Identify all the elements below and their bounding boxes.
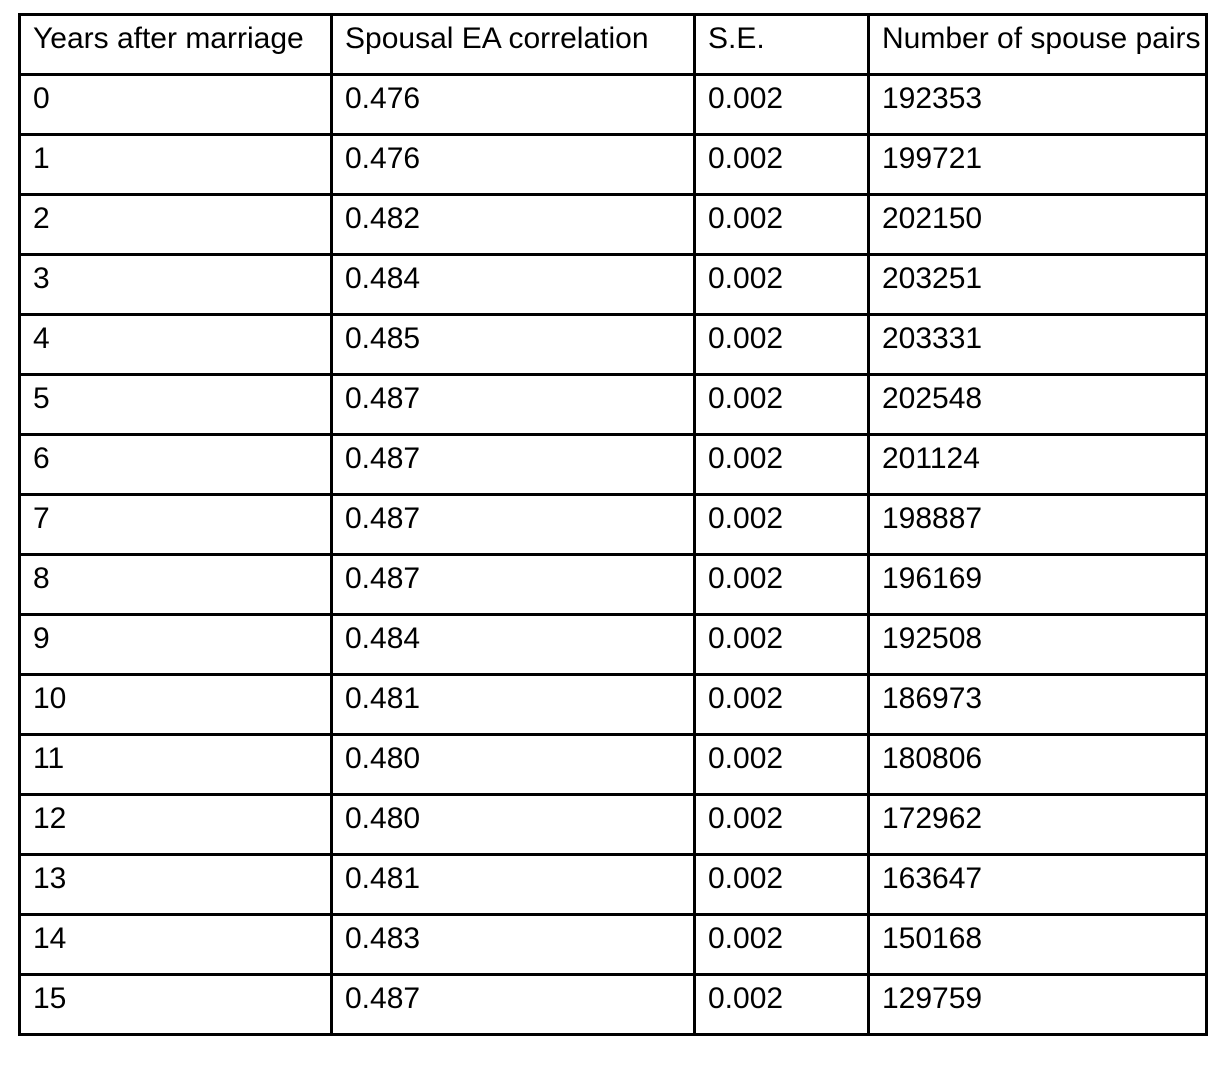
table-cell: 0.481 (330, 853, 696, 916)
table-cell: 10 (18, 673, 333, 736)
table-cell: 0.480 (330, 733, 696, 796)
table-cell: 0.002 (693, 433, 870, 496)
table-cell: 180806 (867, 733, 1208, 796)
table-cell: 9 (18, 613, 333, 676)
table-cell: 163647 (867, 853, 1208, 916)
table-cell: 198887 (867, 493, 1208, 556)
table-cell: 201124 (867, 433, 1208, 496)
table-row: 12 0.480 0.002 172962 (18, 793, 1208, 856)
table-cell: 11 (18, 733, 333, 796)
table-cell: 0.002 (693, 553, 870, 616)
table-cell: 0.481 (330, 673, 696, 736)
table-row: 11 0.480 0.002 180806 (18, 733, 1208, 796)
table-cell: 202150 (867, 193, 1208, 256)
table-row: 7 0.487 0.002 198887 (18, 493, 1208, 556)
table-cell: 7 (18, 493, 333, 556)
table-row: 10 0.481 0.002 186973 (18, 673, 1208, 736)
table-cell: 0.485 (330, 313, 696, 376)
table-cell: 0.002 (693, 493, 870, 556)
table-row: 14 0.483 0.002 150168 (18, 913, 1208, 976)
table-cell: 8 (18, 553, 333, 616)
table-cell: 0.002 (693, 133, 870, 196)
table-row: 3 0.484 0.002 203251 (18, 253, 1208, 316)
table-cell: 4 (18, 313, 333, 376)
table-cell: 0.002 (693, 793, 870, 856)
table-cell: 129759 (867, 973, 1208, 1036)
spousal-ea-correlation-table: Years after marriage Spousal EA correlat… (18, 13, 1208, 1036)
header-row: Years after marriage Spousal EA correlat… (18, 13, 1208, 76)
table-row: 6 0.487 0.002 201124 (18, 433, 1208, 496)
table-cell: 14 (18, 913, 333, 976)
table-cell: 0.487 (330, 493, 696, 556)
table-cell: 12 (18, 793, 333, 856)
table-row: 9 0.484 0.002 192508 (18, 613, 1208, 676)
table-body: 0 0.476 0.002 192353 1 0.476 0.002 199721 2 0.482… (18, 73, 1208, 1036)
table-cell: 0.480 (330, 793, 696, 856)
table-row: 2 0.482 0.002 202150 (18, 193, 1208, 256)
table-row: 0 0.476 0.002 192353 (18, 73, 1208, 136)
table-cell: 203331 (867, 313, 1208, 376)
table-cell: 196169 (867, 553, 1208, 616)
table-cell: 0.002 (693, 733, 870, 796)
table-cell: 0 (18, 73, 333, 136)
col-header-se: S.E. (693, 13, 870, 76)
table-cell: 0.487 (330, 973, 696, 1036)
table-cell: 2 (18, 193, 333, 256)
table-row: 15 0.487 0.002 129759 (18, 973, 1208, 1036)
table-cell: 5 (18, 373, 333, 436)
table-cell: 0.484 (330, 253, 696, 316)
table-cell: 6 (18, 433, 333, 496)
table-cell: 192508 (867, 613, 1208, 676)
table-cell: 0.476 (330, 133, 696, 196)
table-row: 13 0.481 0.002 163647 (18, 853, 1208, 916)
table-cell: 0.482 (330, 193, 696, 256)
table-row: 4 0.485 0.002 203331 (18, 313, 1208, 376)
table-cell: 0.476 (330, 73, 696, 136)
table-cell: 0.483 (330, 913, 696, 976)
col-header-spousal-ea-correlation: Spousal EA correlation (330, 13, 696, 76)
table-cell: 0.002 (693, 913, 870, 976)
table-cell: 1 (18, 133, 333, 196)
table-cell: 15 (18, 973, 333, 1036)
table-cell: 0.002 (693, 613, 870, 676)
table-cell: 0.487 (330, 433, 696, 496)
table-cell: 0.002 (693, 373, 870, 436)
table-cell: 0.484 (330, 613, 696, 676)
table-cell: 172962 (867, 793, 1208, 856)
table-cell: 192353 (867, 73, 1208, 136)
table-cell: 0.002 (693, 853, 870, 916)
table-cell: 202548 (867, 373, 1208, 436)
table-cell: 150168 (867, 913, 1208, 976)
col-header-number-of-spouse-pairs: Number of spouse pairs (867, 13, 1208, 76)
table-row: 5 0.487 0.002 202548 (18, 373, 1208, 436)
table-cell: 186973 (867, 673, 1208, 736)
table-cell: 199721 (867, 133, 1208, 196)
table-cell: 0.002 (693, 673, 870, 736)
table-cell: 0.487 (330, 373, 696, 436)
table-cell: 0.487 (330, 553, 696, 616)
table-cell: 13 (18, 853, 333, 916)
table-cell: 3 (18, 253, 333, 316)
table-cell: 0.002 (693, 193, 870, 256)
table-cell: 203251 (867, 253, 1208, 316)
table-row: 1 0.476 0.002 199721 (18, 133, 1208, 196)
table-cell: 0.002 (693, 253, 870, 316)
table-cell: 0.002 (693, 73, 870, 136)
table-cell: 0.002 (693, 313, 870, 376)
table-cell: 0.002 (693, 973, 870, 1036)
col-header-years-after-marriage: Years after marriage (18, 13, 333, 76)
table-row: 8 0.487 0.002 196169 (18, 553, 1208, 616)
